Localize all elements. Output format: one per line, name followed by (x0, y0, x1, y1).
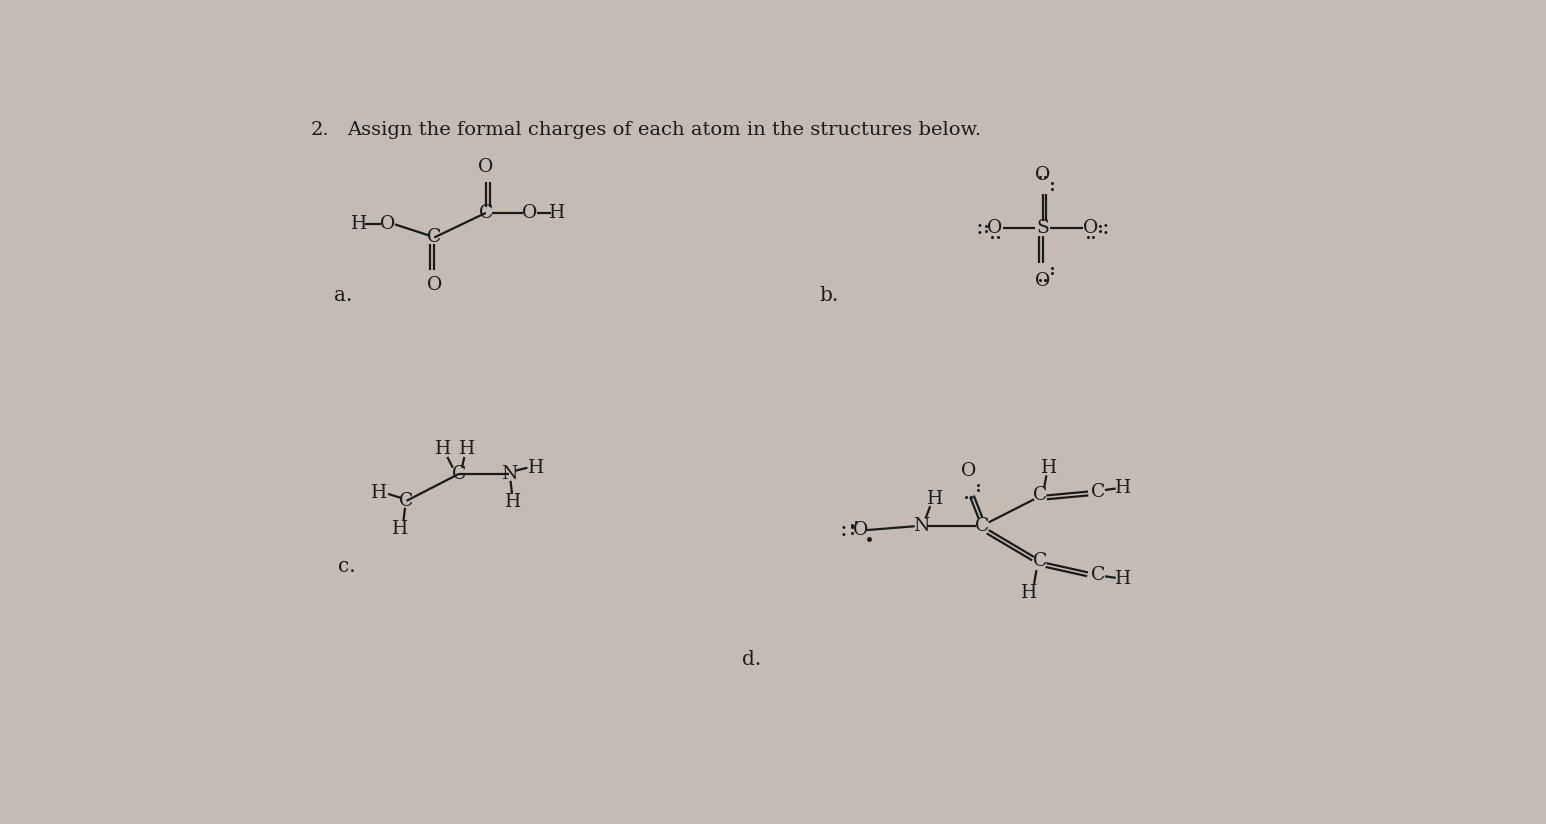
Text: a.: a. (334, 286, 352, 305)
Text: H: H (1115, 479, 1132, 497)
Text: Assign the formal charges of each atom in the structures below.: Assign the formal charges of each atom i… (348, 120, 982, 138)
Text: H: H (459, 440, 475, 458)
Text: H: H (371, 485, 388, 502)
Text: C: C (1033, 552, 1048, 570)
Text: H: H (393, 520, 408, 537)
Text: O: O (1034, 166, 1050, 185)
Text: :: : (976, 218, 983, 239)
Text: d.: d. (742, 650, 761, 669)
Text: H: H (436, 440, 451, 458)
Text: :: : (839, 519, 847, 541)
Text: C: C (976, 517, 989, 536)
Text: C: C (1091, 566, 1105, 583)
Text: H: H (1042, 460, 1057, 477)
Text: :: : (1102, 218, 1110, 239)
Text: N: N (501, 465, 518, 483)
Text: C: C (1033, 486, 1048, 504)
Text: S: S (1036, 219, 1050, 237)
Text: O: O (478, 157, 493, 176)
Text: O: O (427, 276, 442, 294)
Text: H: H (549, 204, 566, 222)
Text: O: O (853, 521, 869, 539)
Text: H: H (351, 215, 366, 233)
Text: H: H (1115, 569, 1132, 588)
Text: C: C (479, 204, 493, 222)
Text: O: O (523, 204, 538, 222)
Text: N: N (912, 517, 929, 536)
Text: O: O (962, 462, 976, 480)
Text: c.: c. (339, 557, 356, 576)
Text: C: C (427, 228, 442, 246)
Text: H: H (527, 459, 544, 477)
Text: O: O (1034, 272, 1050, 290)
Text: H: H (504, 493, 521, 511)
Text: C: C (451, 465, 465, 483)
Text: O: O (1082, 219, 1098, 237)
Text: b.: b. (819, 286, 838, 305)
Text: C: C (399, 492, 414, 510)
Text: C: C (1091, 483, 1105, 501)
Text: 2.: 2. (311, 120, 329, 138)
Text: H: H (1020, 584, 1037, 602)
Text: O: O (380, 215, 396, 233)
Text: H: H (926, 490, 943, 508)
Text: O: O (988, 219, 1002, 237)
